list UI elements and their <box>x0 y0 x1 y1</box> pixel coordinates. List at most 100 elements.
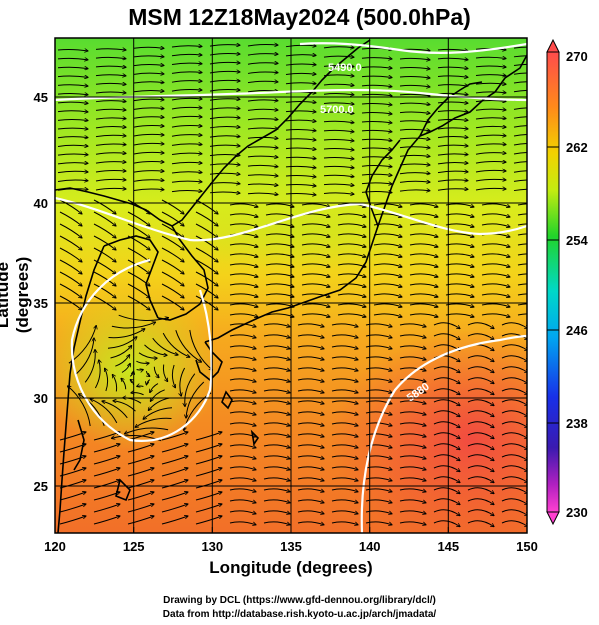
streamline <box>171 46 202 47</box>
streamline <box>137 386 144 387</box>
streamline <box>133 143 164 145</box>
streamline <box>229 411 256 415</box>
streamline <box>517 243 527 246</box>
wind-streamlines <box>57 44 527 527</box>
streamline <box>195 444 222 453</box>
streamline <box>501 410 527 417</box>
streamline <box>143 407 173 420</box>
colorbar-label: 270 <box>566 49 588 64</box>
streamline <box>57 49 88 51</box>
streamline <box>229 273 258 277</box>
streamline <box>513 116 527 119</box>
streamline <box>513 143 527 146</box>
streamline <box>285 120 316 121</box>
streamline <box>409 243 438 247</box>
streamline <box>513 81 527 84</box>
streamline <box>323 56 354 57</box>
streamline <box>75 338 94 375</box>
streamline <box>265 203 294 207</box>
streamline <box>361 67 392 68</box>
colorbar-scale <box>546 51 560 513</box>
lat-lon-grid <box>55 38 527 533</box>
streamline <box>263 356 290 360</box>
streamline <box>57 119 88 120</box>
streamline <box>433 432 460 439</box>
y-tick-label: 40 <box>34 196 48 211</box>
streamline <box>331 323 358 327</box>
streamline <box>301 233 330 237</box>
streamline <box>501 421 527 428</box>
streamline <box>481 223 510 227</box>
streamline <box>229 455 256 459</box>
streamline <box>94 360 100 389</box>
streamline <box>161 259 184 274</box>
streamline <box>171 81 202 83</box>
streamline <box>263 499 290 503</box>
streamline <box>365 411 392 415</box>
streamline <box>513 89 527 93</box>
streamline <box>171 144 202 145</box>
streamline <box>437 67 468 68</box>
streamline <box>247 44 278 46</box>
streamline <box>399 411 426 415</box>
streamline <box>229 367 256 371</box>
streamline <box>301 203 330 207</box>
streamline <box>285 64 316 65</box>
streamline <box>57 180 88 181</box>
streamline <box>144 344 168 355</box>
streamline <box>373 313 402 317</box>
streamline <box>186 381 205 418</box>
streamline <box>93 456 120 465</box>
streamline <box>501 509 527 516</box>
colorbar-label: 262 <box>566 140 588 155</box>
streamline <box>57 58 88 59</box>
streamline <box>467 476 494 483</box>
footer-credit-data: Data from http://database.rish.kyoto-u.a… <box>162 609 437 620</box>
streamline <box>195 211 218 226</box>
streamline <box>467 487 494 494</box>
streamline <box>409 253 438 257</box>
streamline <box>263 345 290 349</box>
streamline <box>517 253 527 256</box>
streamline <box>399 112 430 113</box>
streamline <box>323 184 354 185</box>
streamline <box>285 55 316 56</box>
streamline <box>133 180 164 182</box>
streamline <box>127 468 154 477</box>
streamline <box>93 480 120 489</box>
streamline <box>433 366 460 373</box>
streamline <box>95 101 126 102</box>
streamline <box>301 313 330 317</box>
streamline <box>297 488 324 492</box>
streamline <box>146 370 150 376</box>
streamline <box>171 54 202 55</box>
colorbar-top-arrow <box>546 38 560 53</box>
streamline <box>361 112 392 114</box>
contour-label: 5490.0 <box>328 62 362 74</box>
streamline <box>399 400 426 404</box>
streamline <box>437 145 468 146</box>
streamline <box>127 283 150 298</box>
streamline <box>433 520 460 527</box>
streamline <box>138 352 157 358</box>
streamline <box>437 93 468 94</box>
streamline <box>467 399 494 406</box>
streamline <box>95 188 126 190</box>
x-axis-ticks <box>54 527 528 533</box>
streamline <box>171 63 202 64</box>
streamline <box>297 455 324 459</box>
streamline <box>136 370 144 371</box>
streamline <box>467 432 494 439</box>
streamline <box>301 243 330 247</box>
streamline <box>185 373 196 407</box>
streamline <box>95 153 126 155</box>
streamline <box>297 477 324 481</box>
streamline <box>399 334 426 338</box>
streamline <box>433 443 460 450</box>
streamline <box>229 243 258 247</box>
streamline <box>229 521 256 525</box>
streamline <box>501 322 527 329</box>
streamline <box>229 334 256 338</box>
streamline <box>189 329 213 370</box>
streamline <box>475 83 506 84</box>
